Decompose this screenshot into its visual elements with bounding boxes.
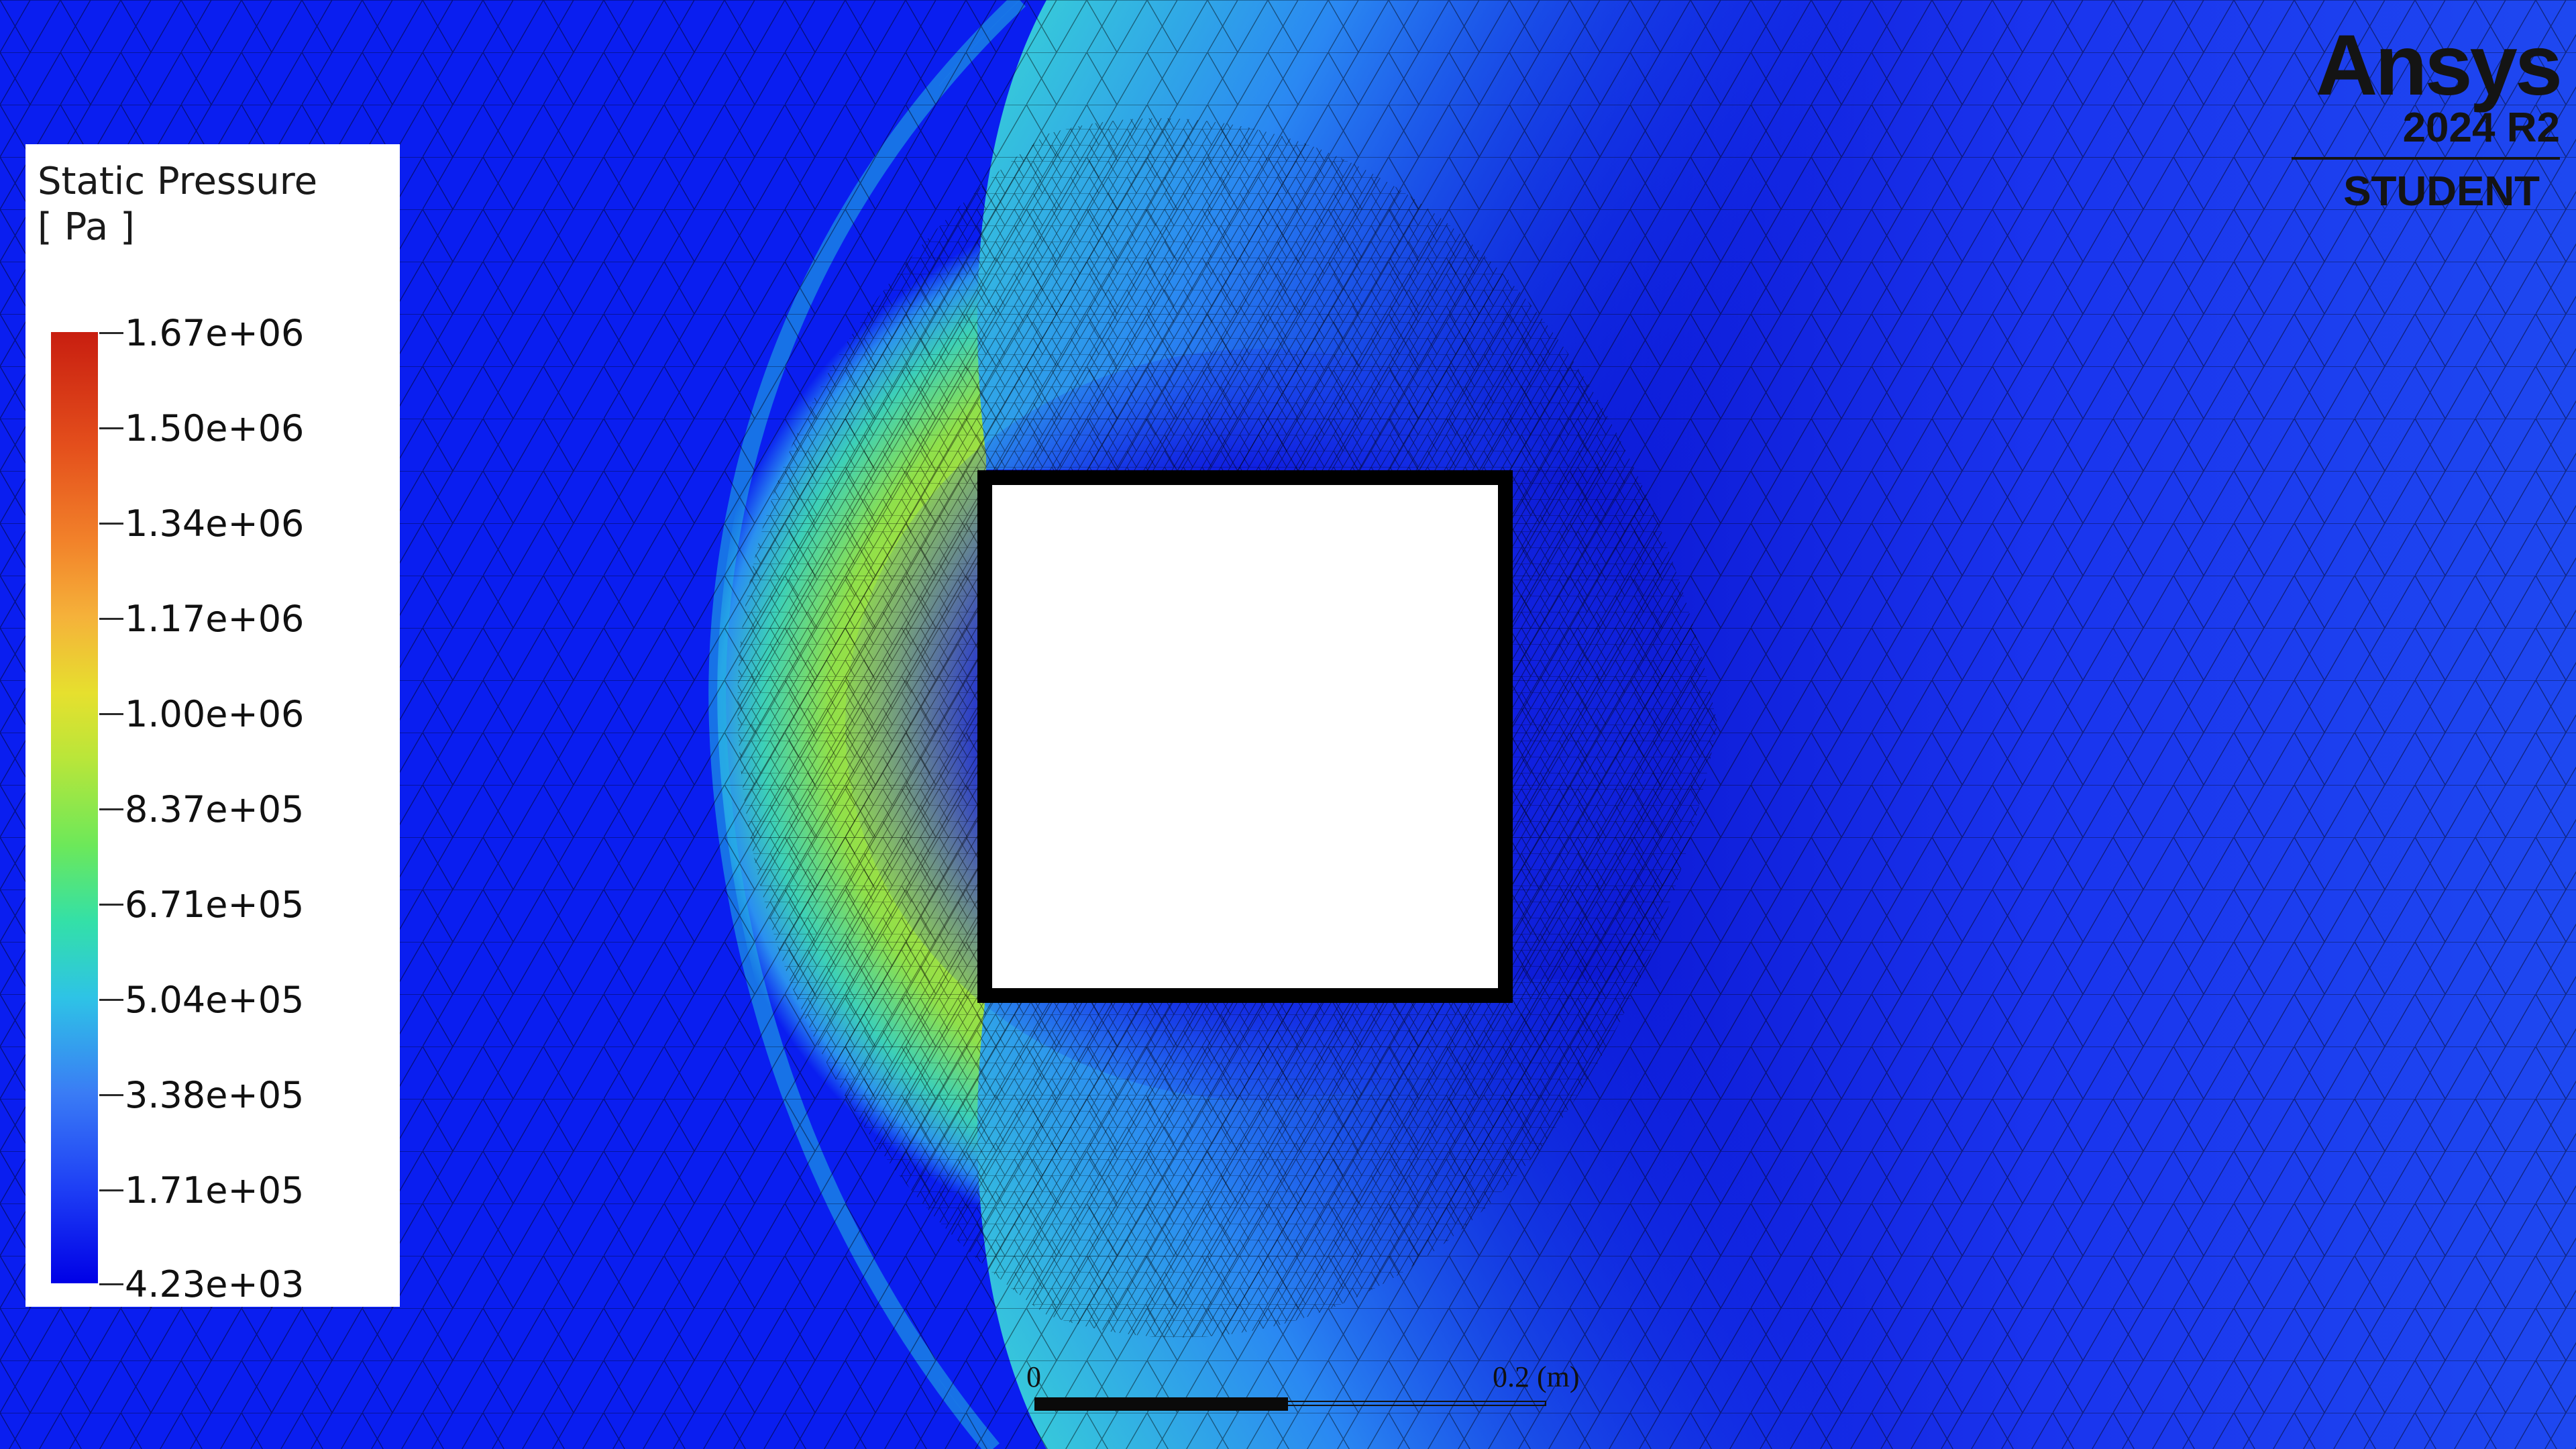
square-body	[977, 470, 1513, 1003]
scale-end-label: 0.2 (m)	[1493, 1360, 1580, 1393]
legend-colorbar	[51, 332, 98, 1283]
legend-tick	[99, 523, 123, 525]
logo-version: 2024 R2	[2402, 105, 2560, 151]
legend-label: 1.67e+06	[125, 312, 305, 354]
legend-title: Static Pressure	[38, 160, 318, 203]
legend-label: 1.00e+06	[125, 693, 305, 735]
legend-tick	[99, 904, 123, 906]
legend-tick	[99, 618, 123, 620]
legend-tick	[99, 1189, 123, 1191]
legend-label: 6.71e+05	[125, 883, 305, 926]
legend-label: 1.71e+05	[125, 1169, 305, 1212]
ansys-logo: Ansys 2024 R2 STUDENT	[2278, 17, 2563, 233]
legend-tick	[99, 808, 123, 810]
logo-brand: Ansys	[2315, 17, 2563, 113]
legend-unit: [ Pa ]	[38, 205, 135, 249]
legend-label: 4.23e+03	[125, 1263, 305, 1305]
legend-tick	[99, 332, 123, 334]
legend-label: 1.34e+06	[125, 502, 305, 545]
legend-tick	[99, 427, 123, 429]
logo-edition: STUDENT	[2343, 168, 2540, 215]
legend-tick	[99, 1094, 123, 1096]
legend-label: 1.17e+06	[125, 598, 305, 640]
scale-bar-filled	[1034, 1397, 1288, 1411]
legend-label: 3.38e+05	[125, 1074, 305, 1116]
legend-label: 5.04e+05	[125, 979, 305, 1021]
legend-label: 1.50e+06	[125, 407, 305, 449]
scale-bar-outline	[1288, 1401, 1546, 1406]
legend-tick	[99, 999, 123, 1001]
scale-start-label: 0	[1026, 1360, 1041, 1393]
legend-tick	[99, 1283, 123, 1285]
pressure-legend[interactable]: Static Pressure [ Pa ] 1.67e+06 1.50e+06…	[25, 144, 400, 1307]
legend-tick	[99, 713, 123, 715]
legend-label: 8.37e+05	[125, 788, 305, 830]
logo-divider	[2292, 157, 2560, 160]
